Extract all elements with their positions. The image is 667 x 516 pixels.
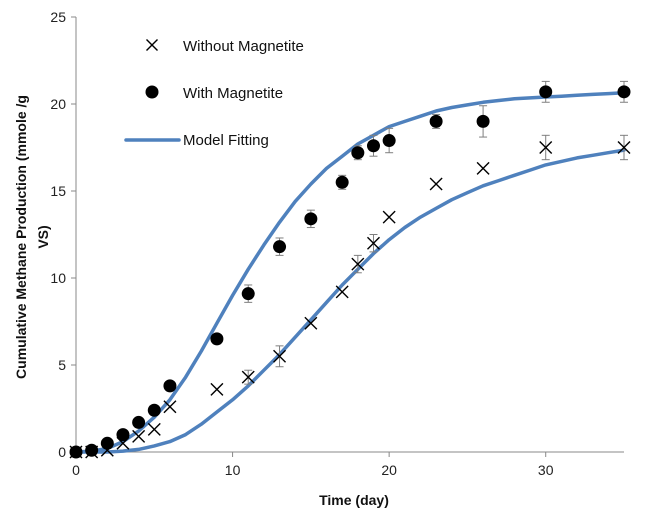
without-magnetite-point [539,141,553,154]
legend-marker-without-magnetite [146,39,158,51]
x-tick-label: 0 [72,462,80,478]
with-magnetite-point [100,436,114,450]
x-stroke [304,316,318,330]
with-magnetite-point [382,134,396,148]
without-magnetite-point [429,177,443,191]
y-tick-label: 10 [50,270,66,286]
x-stroke [351,257,365,271]
x-tick-label: 30 [538,462,554,478]
legend-marker-with-magnetite [145,85,159,99]
x-stroke [85,445,99,459]
with-magnetite-point [241,287,255,301]
with-magnetite-point [116,428,130,442]
without-magnetite-point [366,236,380,250]
x-stroke [147,422,161,436]
with-magnetite-point [147,403,161,417]
y-tick-label: 25 [50,9,66,25]
legend: Without Magnetite With Magnetite Model Fit… [124,38,304,149]
y-tick-label: 15 [50,183,66,199]
without-magnetite-point [304,316,318,330]
without-magnetite-point [382,210,396,224]
with-magnetite-point [132,415,146,429]
x-stroke [132,429,146,443]
model-fitting-lines [74,90,626,454]
x-tick-label: 10 [225,462,241,478]
x-tick-label: 20 [381,462,397,478]
x-stroke [163,400,177,414]
without-magnetite-point [241,370,255,384]
x-stroke [241,370,255,384]
axes: 0 5 10 15 20 25 0 10 20 30 [50,9,624,478]
legend-label-model-fitting: Model Fitting [183,132,269,149]
y-axis-title-line2: VS) [35,225,51,248]
y-axis-title-line1: Cumulative Methane Production (mmole /g [13,95,29,379]
model-fitting-curve [74,148,626,454]
with-magnetite-point [335,175,349,189]
without-magnetite-point [335,285,349,299]
x-stroke [69,445,83,459]
x-stroke [146,39,158,51]
without-magnetite-point [210,382,224,396]
with-magnetite-point [304,212,318,226]
x-stroke [210,382,224,396]
with-magnetite-point [273,240,287,254]
with-magnetite-point [366,139,380,153]
data-points [69,85,631,459]
without-magnetite-point [132,429,146,443]
without-magnetite-point [163,400,177,414]
with-magnetite-point [85,443,99,457]
without-magnetite-point [351,257,365,271]
with-magnetite-point [429,114,443,128]
x-stroke [476,161,490,175]
x-stroke [366,236,380,250]
with-magnetite-point [617,85,631,99]
without-magnetite-point [476,161,490,175]
without-magnetite-point [69,445,83,459]
without-magnetite-point [85,445,99,459]
x-stroke [617,141,631,154]
x-axis-title: Time (day) [319,492,389,508]
x-stroke [335,285,349,299]
model-fitting-curve [74,90,626,454]
without-magnetite-point [617,141,631,154]
without-magnetite-point [100,443,114,457]
without-magnetite-point [273,349,287,363]
legend-label-with-magnetite: With Magnetite [183,85,283,102]
x-stroke [382,210,396,224]
x-stroke [116,436,130,450]
y-tick-label: 0 [58,444,66,460]
with-magnetite-point [539,85,553,99]
with-magnetite-point [163,379,177,393]
x-stroke [100,443,114,457]
with-magnetite-point [476,114,490,128]
without-magnetite-point [147,422,161,436]
x-stroke [539,141,553,154]
y-tick-label: 20 [50,96,66,112]
x-stroke [273,349,287,363]
x-stroke [429,177,443,191]
without-magnetite-point [116,436,130,450]
y-tick-label: 5 [58,357,66,373]
with-magnetite-point [210,332,224,346]
legend-label-without-magnetite: Without Magnetite [183,38,304,55]
with-magnetite-point [351,146,365,160]
